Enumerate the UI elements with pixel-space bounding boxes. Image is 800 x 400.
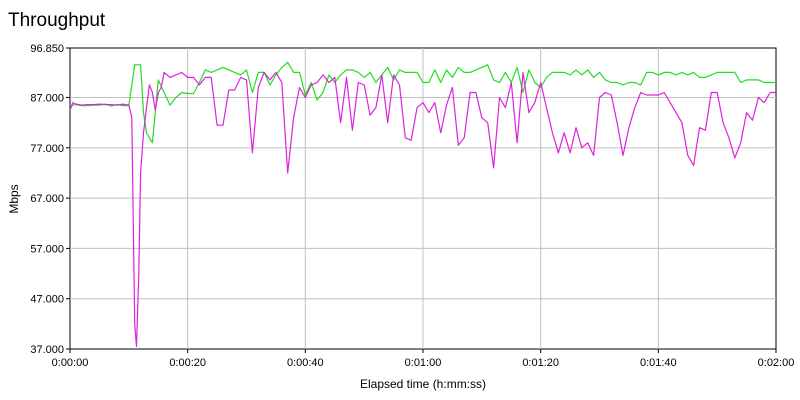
x-axis-label: Elapsed time (h:mm:ss) — [360, 377, 486, 391]
y-tick-label: 67.000 — [30, 193, 64, 205]
y-tick-label: 57.000 — [30, 243, 64, 255]
y-tick-label: 37.000 — [30, 344, 64, 356]
series-layer — [69, 61, 776, 348]
chart-title: Throughput — [8, 10, 106, 31]
series-line-2 — [69, 71, 776, 348]
x-tick-label: 0:00:00 — [52, 357, 89, 369]
series-line-1 — [69, 61, 776, 144]
x-tick-label: 0:00:40 — [287, 357, 324, 369]
y-tick-label: 47.000 — [30, 294, 64, 306]
x-axis-ticks: 0:00:00 0:00:20 0:00:40 0:01:00 0:01:20 0:01:… — [52, 349, 795, 369]
x-tick-label: 0:02:00 — [758, 357, 795, 369]
x-tick-label: 0:01:40 — [640, 357, 677, 369]
y-tick-label: 77.000 — [30, 143, 64, 155]
y-tick-label: 87.000 — [30, 93, 64, 105]
y-axis-label: Mbps — [7, 184, 21, 213]
y-tick-label: 96.850 — [30, 43, 64, 55]
x-tick-label: 0:01:00 — [405, 357, 442, 369]
grid-lines — [70, 48, 776, 349]
x-tick-label: 0:00:20 — [169, 357, 206, 369]
y-axis-ticks: 37.000 47.000 57.000 67.000 77.000 87.000 96.8… — [30, 43, 70, 356]
x-tick-label: 0:01:20 — [522, 357, 559, 369]
